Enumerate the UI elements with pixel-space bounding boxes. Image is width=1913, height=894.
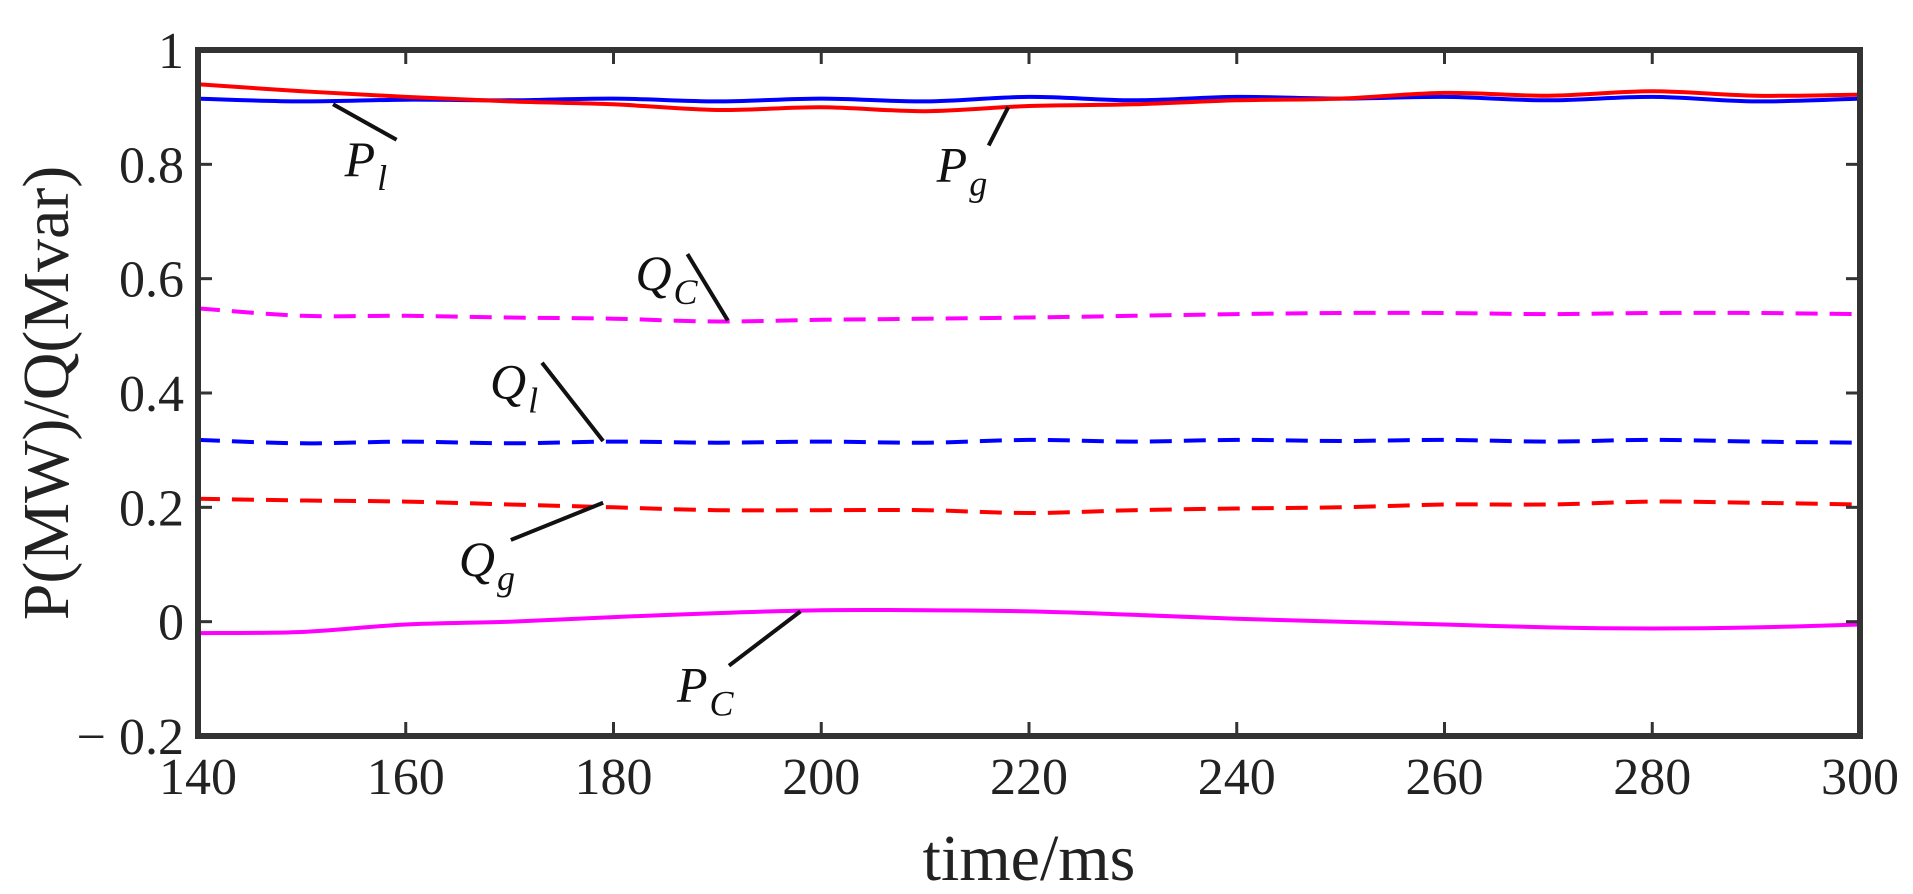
annotation-leader-q-c [685,253,730,322]
x-tick-label: 200 [782,749,860,806]
plot-frame [195,47,1863,739]
x-tick-label: 260 [1406,749,1484,806]
annotation-label-p-g: Pg [936,136,988,203]
y-tick-label: 1 [158,23,184,80]
x-axis-title: time/ms [923,822,1136,894]
y-tick-label: − 0.2 [77,709,184,766]
annotation-leader-p-g [986,106,1011,147]
tick-layer: 140 160 180 200 220 240 260 280 300 − 0.2 0 0.2 0.4 0… [77,23,1899,806]
series-line-q-c [197,306,1861,324]
y-tick-label: 0.4 [119,366,184,423]
series-line-q-l [197,437,1861,446]
x-tick-label: 280 [1613,749,1691,806]
annotation-label-p-c: PC [676,657,735,724]
y-tick-label: 0.8 [119,137,184,194]
x-tick-label: 180 [575,749,653,806]
annotation-leader-p-l [332,102,398,142]
x-tick-label: 140 [159,749,237,806]
x-tick-label: 220 [990,749,1068,806]
annotation-label-q-c: QC [635,245,698,312]
series-line-p-c [197,607,1861,636]
x-tick-label: 300 [1821,749,1899,806]
y-tick-label: 0 [158,595,184,652]
series-line-q-g [197,496,1861,516]
x-tick-label: 240 [1198,749,1276,806]
annotation-leader-p-c [727,609,802,668]
annotation-leader-q-l [540,361,605,443]
annotation-leader-q-g [510,500,604,542]
series-line-p-g [197,82,1861,114]
y-tick-label: 0.6 [119,252,184,309]
annotation-label-q-g: Qg [459,531,515,598]
y-tick-label: 0.2 [119,480,184,537]
annotation-label-p-l: Pl [344,131,388,198]
annotation-layer: Pl Pg QC Ql Qg PC [332,102,1011,724]
series-layer [197,82,1861,636]
x-tick-label: 160 [367,749,445,806]
y-axis-title: P(MW)/Q(Mvar) [10,166,83,621]
annotation-label-q-l: Ql [490,354,538,421]
